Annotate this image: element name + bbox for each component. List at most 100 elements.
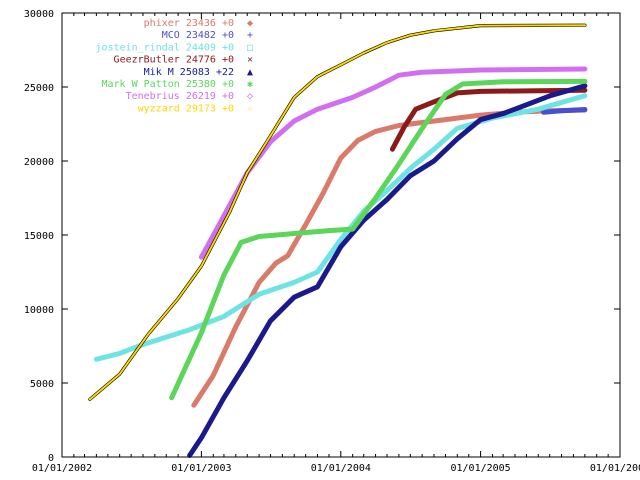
data-point-wyzzard [583,24,586,27]
data-point-jostein-rindal [164,335,169,340]
axes-group: 0 5000 10000 15000 20000 25000 30000 01/01/2002… [24,9,640,474]
data-point-mco [541,110,546,115]
series-group [88,23,588,458]
data-point-phixer [211,373,216,378]
legend-value: 25380 [186,79,216,90]
data-point-phixer [285,253,290,258]
data-point-mik-m [338,244,343,249]
x-tick-label: 01/01/2004 [311,463,371,474]
data-point-tenebrius [315,107,320,112]
data-point-mik-m [547,93,552,98]
data-point-jostein-rindal [315,270,320,274]
legend-delta: +0 [222,55,234,66]
data-point-mark-w-patton [443,92,448,97]
y-tick-label: 15000 [24,231,54,242]
legend-delta: +0 [222,103,234,114]
legend-label-phixer: phixer 23436 +0 [144,18,234,29]
legend-name: jostein_rindal [95,42,179,53]
data-point-tenebrius [350,95,355,100]
data-point-mik-m [501,111,506,116]
data-point-mark-w-patton [460,82,465,86]
data-point-tenebrius [199,255,204,260]
data-point-mik-m [455,136,460,141]
data-point-tenebrius [221,213,226,218]
data-point-geezrbutler [582,88,587,93]
data-point-geezrbutler [432,99,436,104]
data-point-phixer [191,403,196,408]
data-point-geezrbutler [455,90,460,95]
data-point-mark-w-patton [501,79,506,84]
data-point-jostein-rindal [536,107,541,112]
data-point-geezrbutler [413,107,418,112]
y-tick-label: 10000 [24,305,54,316]
data-point-mco [559,108,564,113]
legend-name: Mark W Patton [102,79,180,90]
data-point-wyzzard [118,373,121,376]
legend-label-mco: MCO 23482 +0 [162,30,234,41]
legend-delta: +0 [222,91,234,102]
data-point-mik-m [478,117,483,122]
data-point-geezrbutler [390,147,395,152]
data-point-jostein-rindal [187,327,192,332]
data-point-jostein-rindal [408,166,413,171]
data-point-mark-w-patton [292,231,297,236]
data-point-mik-m [582,83,587,88]
data-point-mik-m [315,284,320,289]
series-line-jostein-rindal [93,93,588,362]
data-point-wyzzard [147,333,150,336]
data-point-mark-w-patton [373,196,378,200]
data-point-jostein-rindal [94,357,99,362]
y-tick-label: 25000 [24,83,54,94]
data-point-mark-w-patton [582,79,587,84]
y-tick-label: 0 [48,453,54,464]
data-point-wyzzard [433,29,435,32]
data-point-mik-m [408,173,413,178]
legend: phixer 23436 +0 ◆ MCO 23482 +0 + jostein_rin… [95,18,253,114]
series-line-mik-m [187,83,588,458]
data-point-wyzzard [88,398,91,401]
legend-name: Tenebrius [126,91,180,102]
data-point-tenebrius [396,73,401,78]
data-point-jostein-rindal [385,188,389,193]
y-tick-label: 30000 [24,9,54,20]
legend-delta: +0 [222,30,234,41]
legend-value: 23436 [186,18,216,29]
data-point-wyzzard [409,34,412,37]
data-point-tenebrius [478,68,483,72]
data-point-mik-m [221,395,226,400]
data-point-mik-m [524,102,529,107]
data-point-tenebrius [582,67,587,71]
series-line-tenebrius [198,66,588,260]
data-point-phixer [443,117,448,122]
data-point-wyzzard [177,297,180,300]
data-point-jostein-rindal [582,93,587,98]
y-tick-label: 20000 [24,157,54,168]
data-point-mark-w-patton [420,126,425,131]
legend-delta: +22 [216,67,234,78]
data-point-wyzzard [316,75,319,78]
data-point-mark-w-patton [239,240,244,245]
data-point-mark-w-patton [350,227,355,232]
data-point-jostein-rindal [455,126,460,131]
legend-label-jostein-rindal: jostein_rindal 24409 +0 [95,42,234,53]
legend-marker-tenebrius: ◇ [247,91,253,102]
series-line-mco [541,107,588,115]
legend-name: Mik M [144,67,174,78]
data-point-mik-m [292,295,297,300]
data-point-phixer [356,138,360,143]
data-point-jostein-rindal [338,237,343,242]
y-tick-label: 5000 [30,379,54,390]
data-point-wyzzard [293,96,296,99]
data-point-geezrbutler [536,88,541,93]
legend-value: 29173 [186,103,216,114]
data-point-jostein-rindal [432,147,436,152]
data-point-mco [582,107,587,112]
data-point-mark-w-patton [257,234,262,239]
data-point-mik-m [245,358,250,363]
legend-marker-mco: + [247,30,253,41]
legend-label-tenebrius: Tenebrius 26219 +0 [126,91,234,102]
legend-value: 26219 [186,91,216,102]
data-point-phixer [478,113,483,118]
data-point-geezrbutler [478,89,483,94]
